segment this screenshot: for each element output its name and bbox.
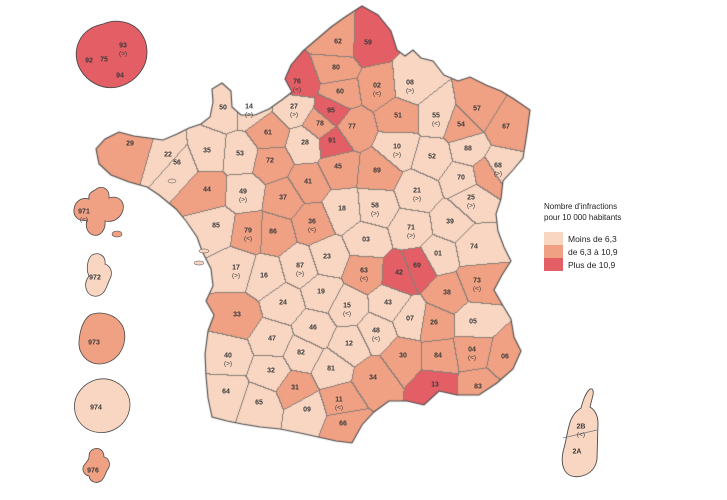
legend-item-mid: de 6,3 à 10,9 xyxy=(544,245,621,258)
legend-label-low: Moins de 6,3 xyxy=(568,233,617,244)
legend-title-line2: pour 10 000 habitants xyxy=(544,213,622,222)
legend-item-low: Moins de 6,3 xyxy=(544,232,621,245)
legend-swatch-mid xyxy=(544,245,563,258)
legend-item-high: Plus de 10,9 xyxy=(544,258,621,271)
legend-title: Nombre d'infractions pour 10 000 habitan… xyxy=(544,201,621,223)
legend: Nombre d'infractions pour 10 000 habitan… xyxy=(544,201,621,271)
legend-label-mid: de 6,3 à 10,9 xyxy=(568,246,618,257)
legend-label-high: Plus de 10,9 xyxy=(568,259,616,270)
legend-swatch-low xyxy=(544,232,563,245)
legend-title-line1: Nombre d'infractions xyxy=(544,202,618,211)
legend-swatch-high xyxy=(544,258,563,271)
